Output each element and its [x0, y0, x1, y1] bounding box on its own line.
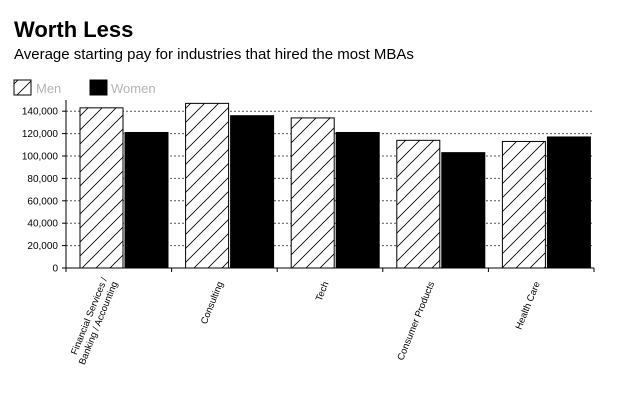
bar-men [185, 102, 230, 269]
x-tick-label: Health Care [514, 280, 543, 331]
bars [79, 102, 591, 269]
legend: Men Women [13, 79, 156, 96]
x-tick-label: Tech [314, 280, 332, 303]
x-tick-label: Financial Services /Banking / Accounting [69, 276, 120, 367]
x-axis: Financial Services /Banking / Accounting… [65, 267, 595, 367]
legend-label-women: Women [111, 81, 156, 96]
x-tick-label-line: Tech [314, 280, 332, 303]
x-tick-label-line: Consumer Products [396, 280, 438, 362]
y-tick-label: 140,000 [22, 107, 59, 118]
x-tick-label: Consulting [199, 280, 226, 326]
chart-subtitle: Average starting pay for industries that… [14, 46, 414, 63]
y-tick-label: 20,000 [27, 241, 58, 252]
x-tick-label-line: Consulting [199, 280, 226, 326]
y-tick-label: 0 [52, 264, 58, 275]
legend-swatch-women [89, 79, 108, 96]
y-tick-label: 80,000 [27, 174, 58, 185]
bar-men [396, 139, 441, 269]
bar-men [79, 107, 124, 269]
bar-women [335, 131, 380, 269]
x-tick-label: Consumer Products [396, 280, 438, 362]
bar-women [230, 115, 275, 269]
bar-women [124, 131, 169, 269]
y-tick-label: 40,000 [27, 219, 58, 230]
legend-swatch-men [13, 79, 32, 96]
bar-women [546, 136, 591, 269]
y-tick-label: 60,000 [27, 196, 58, 207]
x-tick-label-line: Health Care [514, 280, 543, 331]
y-tick-label: 100,000 [22, 152, 59, 163]
bar-men [290, 117, 335, 269]
y-tick-label: 120,000 [22, 129, 59, 140]
y-axis: 0 20,000 40,000 60,000 80,000 100,000 120,000 1… [22, 100, 67, 275]
bar-women [441, 152, 486, 269]
chart-title: Worth Less [14, 17, 133, 42]
bar-men [501, 140, 546, 269]
legend-label-men: Men [36, 81, 61, 96]
